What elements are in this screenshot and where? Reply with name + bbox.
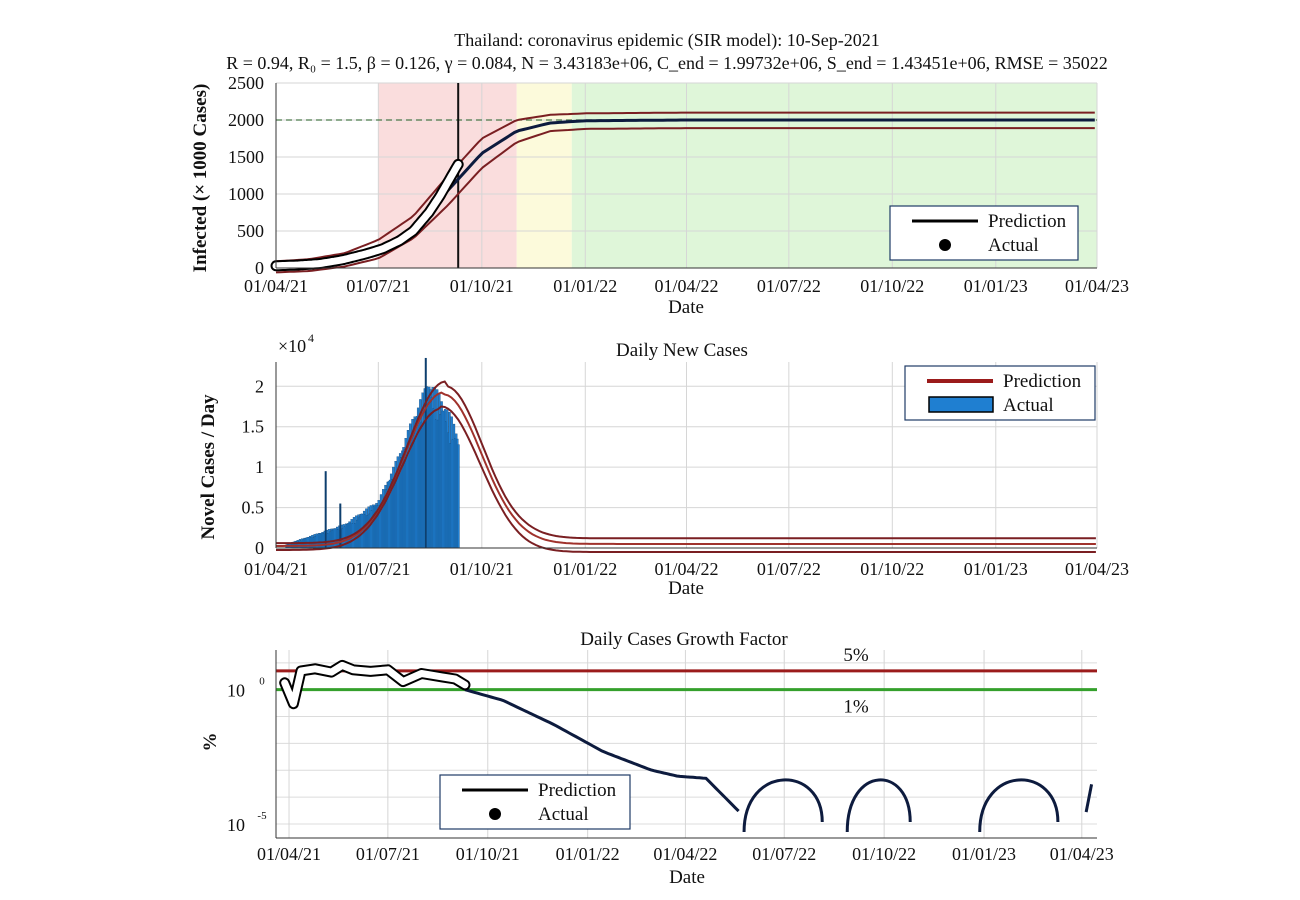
daily-x-axis-label: Date	[668, 578, 704, 599]
growth-x-tick-label: 01/10/21	[456, 844, 520, 864]
y-tick-label: 2000	[228, 110, 264, 130]
reference-label-1pct: 1%	[843, 697, 869, 718]
prediction-line	[464, 688, 740, 813]
infected-x-tick-label: 01/01/23	[964, 276, 1028, 296]
infected-x-tick-label: 01/04/23	[1065, 276, 1129, 296]
y-tick-label: 0.5	[242, 498, 265, 518]
y-exponent-label: ×10	[278, 336, 306, 356]
suptitle: Thailand: coronavirus epidemic (SIR mode…	[226, 30, 1108, 73]
growth-x-tick-label: 01/10/22	[852, 844, 916, 864]
daily-x-tick-label: 01/07/22	[757, 559, 821, 579]
y-tick-label: 500	[237, 221, 264, 241]
legend-actual-swatch	[489, 808, 501, 820]
y-tick-base: 10	[227, 681, 245, 701]
infected-x-tick-label: 01/01/22	[553, 276, 617, 296]
prediction-arc	[1084, 783, 1094, 813]
growth-x-tick-label: 01/04/23	[1050, 844, 1114, 864]
infected-x-tick-label: 01/04/21	[244, 276, 308, 296]
actual-bar-spike	[424, 357, 427, 548]
y-tick-label: 2	[255, 376, 264, 396]
infected-x-tick-label: 01/04/22	[654, 276, 718, 296]
y-tick-label: 0	[255, 258, 264, 278]
y-tick-exponent: 0	[259, 676, 265, 688]
daily-x-tick-label: 01/04/21	[244, 559, 308, 579]
y-exponent-power: 4	[308, 331, 314, 345]
legend-prediction-label: Prediction	[1003, 371, 1082, 392]
y-tick-exponent: -5	[257, 810, 267, 822]
growth-x-tick-label: 01/01/22	[556, 844, 620, 864]
growth-y-axis-label: %	[200, 733, 221, 752]
daily-x-tick-label: 01/10/22	[860, 559, 924, 579]
growth-x-tick-label: 01/07/21	[356, 844, 420, 864]
daily-x-tick-label: 01/01/22	[553, 559, 617, 579]
daily-chart-title: Daily New Cases	[616, 340, 748, 361]
prediction-lower-line	[275, 127, 1095, 274]
growth-chart-title: Daily Cases Growth Factor	[580, 629, 788, 650]
y-tick-base: 10	[227, 815, 245, 835]
y-tick-label: 0	[255, 538, 264, 558]
figure-title: Thailand: coronavirus epidemic (SIR mode…	[454, 30, 879, 51]
infected-x-axis-label: Date	[668, 297, 704, 318]
daily-x-tick-label: 01/10/21	[450, 559, 514, 579]
daily-x-tick-label: 01/01/23	[964, 559, 1028, 579]
prediction-arc	[742, 778, 824, 833]
actual-bar	[457, 444, 460, 549]
prediction-upper-line	[276, 380, 1096, 545]
legend-actual-swatch	[939, 239, 951, 251]
prediction-arc	[845, 778, 912, 833]
growth-x-tick-label: 01/07/22	[752, 844, 816, 864]
actual-bar-spike	[339, 503, 342, 548]
actual-bar-spike	[324, 471, 327, 548]
y-tick-label: 1000	[228, 184, 264, 204]
y-tick-label: 2500	[228, 73, 264, 93]
legend-prediction-label: Prediction	[538, 780, 617, 801]
infected-x-tick-label: 01/07/21	[346, 276, 410, 296]
growth-x-axis-label: Date	[669, 867, 705, 888]
reference-label-5pct: 5%	[843, 645, 869, 666]
growth-x-tick-label: 01/01/23	[952, 844, 1016, 864]
legend-prediction-label: Prediction	[988, 211, 1067, 232]
prediction-arc	[978, 778, 1060, 833]
daily-new-cases-plot: 0 0.5 1 1.5 2 01/04/21 01/07/21 01/10/21 01/01/2…	[198, 331, 1129, 599]
prediction-lower-line	[276, 405, 1096, 553]
legend-box	[889, 205, 1079, 261]
phase-band-yellow	[516, 83, 572, 268]
daily-x-tick-label: 01/04/22	[654, 559, 718, 579]
infected-x-tick-label: 01/07/22	[757, 276, 821, 296]
actual-line	[281, 661, 469, 708]
model-parameters: R = 0.94, R₀ = 1.5, β = 0.126, γ = 0.084…	[226, 53, 1108, 73]
growth-x-tick-label: 01/04/21	[257, 844, 321, 864]
legend-box	[439, 774, 631, 830]
daily-x-tick-label: 01/04/23	[1065, 559, 1129, 579]
daily-y-axis-label: Novel Cases / Day	[198, 394, 219, 540]
growth-factor-plot: 01/04/21 01/07/21 01/10/21 01/01/22 01/04/22…	[200, 629, 1114, 888]
legend-actual-swatch	[928, 396, 994, 413]
prediction-upper-line	[275, 111, 1095, 263]
legend-actual-label: Actual	[988, 235, 1039, 256]
y-tick-label: 1.5	[242, 417, 265, 437]
legend-actual-label: Actual	[1003, 395, 1054, 416]
prediction-main-line	[276, 391, 1096, 547]
y-tick-label: 1500	[228, 147, 264, 167]
infected-y-axis-label: Infected (× 1000 Cases)	[190, 84, 211, 273]
y-tick-label: 1	[255, 457, 264, 477]
infected-plot: 0 500 1000 1500 2000 2500 01/04/21 01/07/21 01/1…	[190, 73, 1129, 318]
infected-x-tick-label: 01/10/21	[450, 276, 514, 296]
growth-x-tick-label: 01/04/22	[653, 844, 717, 864]
legend-actual-label: Actual	[538, 804, 589, 825]
actual-line	[272, 160, 462, 270]
daily-x-tick-label: 01/07/21	[346, 559, 410, 579]
infected-x-tick-label: 01/10/22	[860, 276, 924, 296]
